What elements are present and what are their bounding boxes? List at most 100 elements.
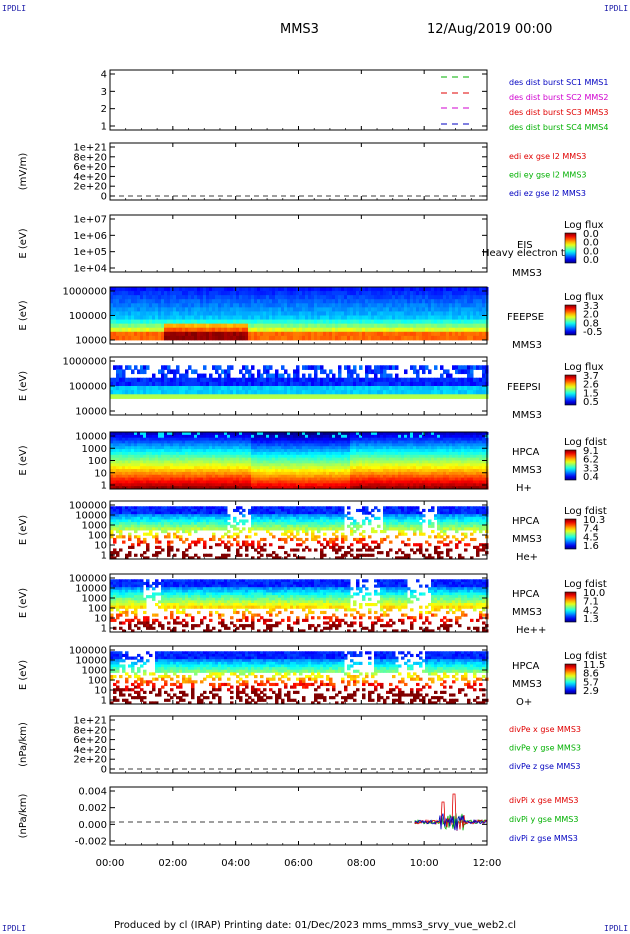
- spectrogram-cell: [353, 323, 357, 329]
- spectrogram-cell: [302, 307, 306, 312]
- spectrogram-cell: [221, 466, 225, 470]
- spectrogram-cell: [284, 315, 288, 321]
- spectrogram-cell: [140, 463, 144, 467]
- spectrogram-cell: [437, 480, 441, 484]
- spectrogram-cell: [281, 315, 285, 321]
- spectrogram-cell: [356, 331, 360, 337]
- spectrogram-cell: [317, 477, 321, 481]
- spectrogram-cell: [182, 386, 186, 391]
- spectrogram-cell: [392, 483, 396, 487]
- spectrogram-cell: [422, 315, 426, 321]
- spectrogram-cell: [386, 373, 390, 379]
- spectrogram-cell: [230, 386, 234, 391]
- spectrogram-cell: [236, 469, 240, 473]
- spectrogram-cell: [245, 483, 249, 487]
- spectrogram-cell: [398, 307, 402, 312]
- spectrogram-cell: [431, 443, 435, 447]
- spectrogram-cell: [359, 381, 363, 387]
- spectrogram-cell: [164, 437, 168, 442]
- spectrogram-cell: [344, 440, 348, 444]
- spectrogram-cell: [479, 331, 483, 337]
- y-axis-label: (mV/m): [18, 153, 29, 191]
- spectrogram-cell: [395, 451, 399, 456]
- spectrogram-cell: [365, 457, 369, 461]
- spectrogram-cell: [176, 307, 180, 312]
- spectrogram-cell: [395, 291, 399, 296]
- spectrogram-cell: [380, 394, 384, 399]
- spectrogram-cell: [347, 434, 351, 439]
- spectrogram-cell: [350, 291, 354, 296]
- spectrogram-cell: [218, 335, 222, 341]
- spectrogram-cell: [434, 471, 438, 476]
- spectrogram-cell: [401, 335, 405, 341]
- spectrogram-cell: [320, 377, 324, 383]
- spectrogram-cell: [404, 440, 408, 444]
- spectrogram-cell: [206, 451, 210, 456]
- spectrogram-cell: [335, 335, 339, 341]
- spectrogram-cell: [302, 394, 306, 399]
- spectrogram-cell: [437, 331, 441, 337]
- spectrogram-cell: [143, 327, 147, 333]
- spectrogram-cell: [284, 451, 288, 456]
- spectrogram-cell: [311, 460, 315, 464]
- spectrogram-cell: [215, 377, 219, 383]
- spectrogram-cell: [437, 307, 441, 312]
- spectrogram-cell: [434, 432, 438, 436]
- spectrogram-cell: [263, 474, 267, 479]
- spectrogram-cell: [302, 469, 306, 473]
- spectrogram-cell: [440, 295, 444, 300]
- spectrogram-cell: [338, 381, 342, 387]
- spectrogram-cell: [227, 474, 231, 479]
- spectrogram-cell: [227, 451, 231, 456]
- spectrogram-cell: [446, 386, 450, 391]
- spectrogram-cell: [167, 454, 171, 459]
- spectrogram-cell: [281, 457, 285, 461]
- spectrogram-cell: [134, 471, 138, 476]
- spectrogram-cell: [380, 369, 384, 375]
- spectrogram-cell: [407, 381, 411, 387]
- spectrogram-cell: [473, 386, 477, 391]
- spectrogram-cell: [335, 466, 339, 470]
- spectrogram-cell: [416, 369, 420, 375]
- spectrogram-cell: [137, 299, 141, 304]
- spectrogram-cell: [218, 463, 222, 467]
- spectrogram-cell: [161, 319, 165, 325]
- spectrogram-cell: [278, 480, 282, 484]
- spectrogram-cell: [206, 446, 210, 450]
- spectrogram-cell: [323, 477, 327, 481]
- spectrogram-cell: [260, 331, 264, 337]
- spectrogram-cell: [284, 437, 288, 442]
- spectrogram-cell: [203, 323, 207, 329]
- spectrogram-cell: [275, 319, 279, 325]
- spectrogram-cell: [329, 457, 333, 461]
- spectrogram-cell: [425, 477, 429, 481]
- spectrogram-cell: [461, 307, 465, 312]
- spectrogram-cell: [224, 303, 228, 308]
- spectrogram-cell: [287, 469, 291, 473]
- spectrogram-cell: [251, 377, 255, 383]
- spectrogram-cell: [326, 311, 330, 316]
- spectrogram-cell: [290, 390, 294, 395]
- spectrogram-cell: [122, 457, 126, 461]
- spectrogram-cell: [155, 471, 159, 476]
- spectrogram-cell: [194, 319, 198, 325]
- spectrogram-cell: [239, 486, 243, 490]
- spectrogram-cell: [254, 440, 258, 444]
- spectrogram-cell: [152, 451, 156, 456]
- spectrogram-cell: [176, 335, 180, 341]
- spectrogram-cell: [128, 390, 132, 395]
- spectrogram-cell: [395, 307, 399, 312]
- spectrogram-cell: [476, 299, 480, 304]
- spectrogram-cell: [233, 390, 237, 395]
- spectrogram-cell: [215, 457, 219, 461]
- spectrogram-cell: [419, 454, 423, 459]
- spectrogram-cell: [125, 437, 129, 442]
- spectrogram-cell: [320, 460, 324, 464]
- spectrogram-cell: [329, 449, 333, 453]
- spectrogram-cell: [170, 469, 174, 473]
- spectrogram-cell: [359, 331, 363, 337]
- spectrogram-cell: [281, 434, 285, 439]
- spectrogram-cell: [374, 434, 378, 439]
- spectrogram-cell: [131, 463, 135, 467]
- spectrogram-cell: [368, 432, 372, 436]
